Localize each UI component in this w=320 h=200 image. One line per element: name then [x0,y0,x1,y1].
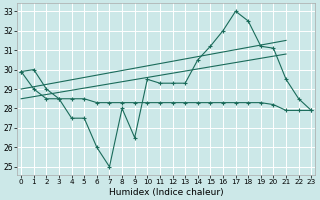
X-axis label: Humidex (Indice chaleur): Humidex (Indice chaleur) [109,188,224,197]
